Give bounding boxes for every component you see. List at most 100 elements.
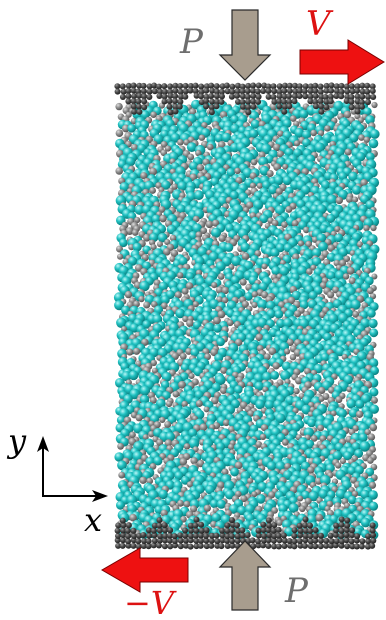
cyan-particle xyxy=(368,490,378,500)
gray-particle xyxy=(287,296,296,305)
wall-particle xyxy=(224,537,230,544)
wall-particle xyxy=(140,532,147,538)
gray-particle xyxy=(149,396,157,404)
wall-particle xyxy=(348,83,355,90)
cyan-particle xyxy=(116,500,125,510)
wall-particle xyxy=(234,88,241,95)
wall-particle xyxy=(156,522,163,529)
wall-particle xyxy=(203,543,210,550)
gray-particle xyxy=(327,244,335,252)
wall-particle xyxy=(266,532,273,539)
wall-particle xyxy=(286,93,292,100)
wall-particle xyxy=(192,522,199,529)
wall-particle xyxy=(297,532,304,539)
wall-particle xyxy=(338,88,345,95)
gray-particle xyxy=(220,366,228,374)
wall-particle xyxy=(354,93,361,100)
wall-particle xyxy=(359,88,366,95)
gray-particle xyxy=(171,183,178,190)
wall-particle xyxy=(291,532,298,539)
gray-particle xyxy=(203,504,211,512)
cyan-particle xyxy=(265,300,276,311)
wall-particle xyxy=(208,542,215,549)
cyan-particle xyxy=(210,177,220,187)
cyan-particle xyxy=(337,408,347,418)
wall-particle xyxy=(312,537,319,544)
gray-particle xyxy=(293,387,300,395)
gray-particle xyxy=(318,386,326,394)
gray-particle xyxy=(251,491,258,498)
wall-particle xyxy=(213,93,220,100)
wall-particle xyxy=(171,538,178,545)
gray-particle xyxy=(163,248,171,256)
cyan-particle xyxy=(326,271,336,280)
gray-particle xyxy=(371,101,378,109)
wall-particle xyxy=(307,88,314,94)
wall-particle xyxy=(172,108,179,115)
wall-particle xyxy=(136,82,143,89)
gray-particle xyxy=(334,226,341,233)
wall-particle xyxy=(343,537,350,544)
wall-particle xyxy=(317,98,324,105)
gray-particle xyxy=(207,143,214,151)
wall-particle xyxy=(151,88,158,95)
wall-particle xyxy=(348,98,355,105)
wall-particle xyxy=(254,88,261,95)
wall-particle xyxy=(286,87,293,94)
gray-particle xyxy=(151,301,158,308)
gray-particle xyxy=(247,410,255,417)
wall-particle xyxy=(296,87,303,94)
wall-particle xyxy=(276,98,283,105)
wall-particle xyxy=(338,516,345,523)
cyan-particle xyxy=(302,130,312,140)
wall-particle xyxy=(271,543,278,550)
gray-particle xyxy=(204,353,212,361)
wall-particle xyxy=(302,522,309,529)
wall-particle xyxy=(296,93,303,99)
gray-particle xyxy=(196,163,205,172)
wall-particle xyxy=(234,92,241,99)
wall-particle xyxy=(270,94,277,100)
wall-particle xyxy=(291,93,298,100)
wall-particle xyxy=(343,532,350,538)
cyan-particle xyxy=(274,309,284,319)
wall-particle xyxy=(146,88,153,95)
gray-particle xyxy=(273,143,281,152)
gray-particle xyxy=(149,187,157,194)
wall-particle xyxy=(187,83,194,89)
cyan-particle xyxy=(158,281,168,291)
cyan-particle xyxy=(175,308,186,319)
wall-particle xyxy=(177,98,184,105)
cyan-particle xyxy=(270,371,280,380)
wall-particle xyxy=(209,532,215,539)
wall-particle xyxy=(161,88,168,95)
wall-particle xyxy=(219,537,226,544)
wall-particle xyxy=(172,87,179,94)
cyan-particle xyxy=(332,451,343,461)
gray-particle xyxy=(310,264,317,271)
gray-particle xyxy=(174,291,182,299)
gray-particle xyxy=(135,414,143,422)
cyan-particle xyxy=(270,248,280,258)
gray-particle xyxy=(367,433,376,441)
wall-particle xyxy=(348,94,355,100)
wall-particle xyxy=(281,108,288,115)
gray-particle xyxy=(198,134,206,141)
wall-particle xyxy=(318,532,324,539)
cyan-particle xyxy=(134,204,145,215)
cyan-particle xyxy=(262,180,271,190)
wall-particle xyxy=(276,88,283,95)
wall-particle xyxy=(323,87,330,94)
wall-particle xyxy=(239,93,246,100)
wall-particle xyxy=(338,532,345,539)
cyan-particle xyxy=(174,422,185,434)
gray-particle xyxy=(293,348,302,357)
gray-particle xyxy=(210,348,219,357)
cyan-particle xyxy=(192,223,203,234)
cyan-particle xyxy=(320,352,330,362)
gray-particle xyxy=(118,471,126,479)
gray-particle xyxy=(351,490,359,498)
wall-particle xyxy=(250,98,257,105)
cyan-particle xyxy=(125,157,136,167)
wall-particle xyxy=(323,104,330,111)
